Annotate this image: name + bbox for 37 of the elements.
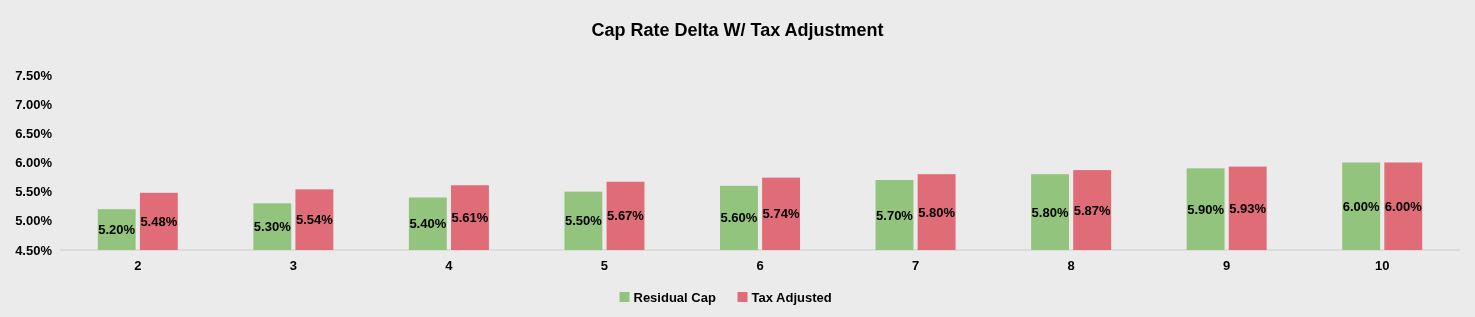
data-label: 5.87%	[1073, 202, 1112, 218]
data-label: 5.30%	[253, 219, 292, 235]
y-tick-label: 7.50%	[15, 67, 53, 83]
x-tick-label: 6	[756, 258, 764, 273]
x-tick-label: 9	[1223, 258, 1231, 273]
y-tick-label: 6.50%	[15, 125, 53, 141]
data-label: 5.61%	[451, 210, 489, 226]
chart-title: Cap Rate Delta W/ Tax Adjustment	[591, 20, 884, 40]
legend-label: Residual Cap	[633, 290, 716, 305]
x-tick-label: 4	[445, 258, 454, 273]
x-tick-label: 5	[600, 258, 609, 273]
data-label: 5.20%	[98, 222, 136, 238]
data-label: 5.40%	[409, 216, 447, 232]
x-tick-label: 7	[911, 258, 920, 273]
data-label: 5.74%	[762, 206, 800, 222]
x-tick-label: 8	[1067, 258, 1075, 273]
data-label: 5.50%	[564, 213, 603, 229]
data-label: 5.48%	[140, 213, 178, 229]
data-label: 5.70%	[876, 207, 914, 223]
data-label: 5.93%	[1229, 200, 1267, 216]
x-tick-label: 2	[134, 258, 142, 273]
x-tick-label: 3	[289, 258, 297, 273]
legend-label: Tax Adjusted	[751, 290, 832, 305]
y-tick-label: 7.00%	[15, 96, 53, 112]
y-tick-label: 6.00%	[15, 155, 53, 171]
data-label: 5.67%	[607, 208, 645, 224]
y-tick-label: 5.50%	[15, 184, 53, 200]
data-label: 5.60%	[720, 210, 758, 226]
data-label: 5.80%	[918, 204, 956, 220]
data-label: 5.54%	[295, 212, 334, 228]
data-label: 5.90%	[1187, 201, 1225, 217]
y-tick-label: 5.00%	[15, 213, 53, 229]
data-label: 5.80%	[1031, 204, 1069, 220]
x-tick-label: 10	[1374, 258, 1390, 273]
data-label: 6.00%	[1342, 198, 1381, 214]
y-tick-label: 4.50%	[15, 242, 53, 258]
data-label: 6.00%	[1384, 198, 1423, 214]
